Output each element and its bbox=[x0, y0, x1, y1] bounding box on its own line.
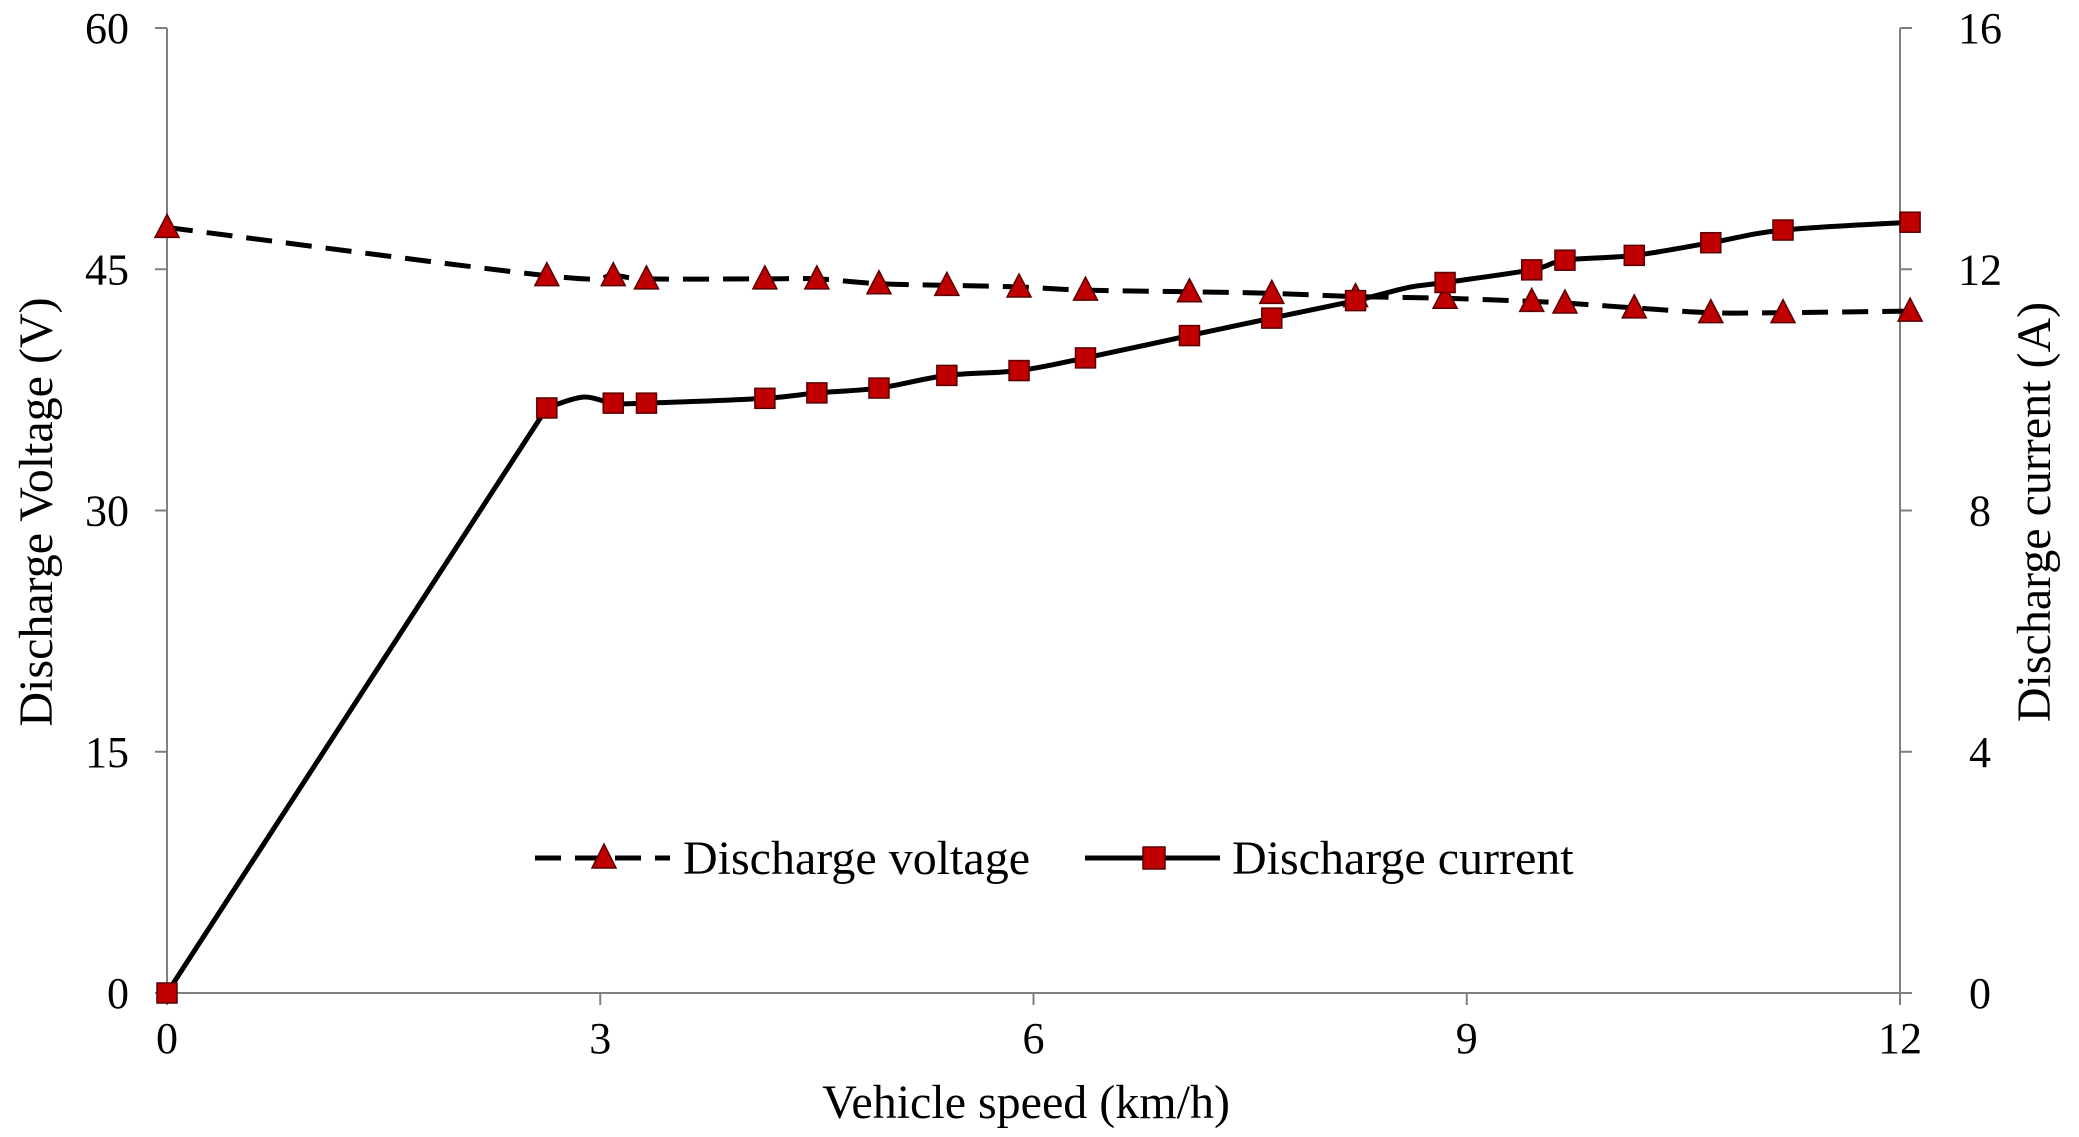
x-tick-label: 12 bbox=[1878, 1014, 1922, 1063]
y-tick-label-left: 45 bbox=[85, 245, 129, 294]
voltage-point bbox=[1621, 293, 1648, 319]
legend-square-marker bbox=[1142, 846, 1166, 870]
y-tick-label-right: 4 bbox=[1969, 728, 1991, 777]
voltage-point bbox=[1518, 286, 1545, 313]
axes-group bbox=[166, 28, 1901, 994]
y-tick-label-left: 60 bbox=[85, 4, 129, 53]
current-point bbox=[806, 382, 828, 404]
current-point bbox=[1554, 249, 1576, 271]
voltage-point bbox=[1176, 277, 1203, 303]
current-point bbox=[868, 377, 890, 399]
x-axis-label: Vehicle speed (km/h) bbox=[822, 1076, 1230, 1129]
voltage-point bbox=[933, 270, 961, 297]
current-point bbox=[754, 387, 776, 410]
voltage-point bbox=[1769, 298, 1797, 324]
voltage-point bbox=[1551, 288, 1579, 314]
series-discharge-current bbox=[156, 211, 1921, 1004]
current-point bbox=[156, 982, 178, 1004]
voltage-point bbox=[533, 261, 561, 287]
voltage-point bbox=[633, 264, 660, 290]
voltage-point bbox=[1072, 275, 1099, 301]
current-point bbox=[602, 392, 624, 414]
y-tick-label-left: 30 bbox=[85, 487, 129, 536]
voltage-point bbox=[1431, 283, 1459, 309]
current-point bbox=[1899, 211, 1921, 233]
current-point bbox=[1178, 324, 1201, 347]
voltage-point bbox=[153, 212, 181, 239]
current-point bbox=[1520, 259, 1543, 281]
x-tick-label: 9 bbox=[1456, 1014, 1478, 1063]
legend-label-current: Discharge current bbox=[1232, 832, 1574, 885]
legend-triangle-marker bbox=[590, 842, 618, 869]
ticks-group: 0 3 6 9 12 0 15 30 45 60 0 4 8 12 16 bbox=[85, 4, 2002, 1063]
y-tick-label-right: 12 bbox=[1958, 245, 2002, 294]
voltage-point bbox=[1697, 298, 1725, 324]
x-tick-label: 3 bbox=[589, 1014, 611, 1063]
y-tick-label-right: 16 bbox=[1958, 4, 2002, 53]
current-point bbox=[1344, 289, 1367, 312]
current-point bbox=[536, 397, 558, 419]
x-tick-label: 6 bbox=[1023, 1014, 1045, 1063]
voltage-point bbox=[865, 269, 893, 295]
current-point bbox=[936, 364, 958, 387]
legend: Discharge voltage Discharge current bbox=[535, 832, 1574, 885]
voltage-point bbox=[803, 264, 831, 290]
x-tick-label: 0 bbox=[156, 1014, 178, 1063]
legend-label-voltage: Discharge voltage bbox=[683, 832, 1030, 885]
series-discharge-voltage bbox=[153, 212, 1924, 324]
current-line bbox=[164, 219, 1911, 995]
voltage-line bbox=[166, 224, 1911, 316]
y-tick-label-left: 15 bbox=[85, 728, 129, 777]
voltage-point bbox=[1258, 278, 1286, 305]
current-point bbox=[1700, 231, 1722, 254]
y-tick-label-right: 0 bbox=[1969, 969, 1991, 1018]
y-tick-label-left: 0 bbox=[107, 969, 129, 1018]
current-point bbox=[1074, 347, 1097, 369]
current-point bbox=[1623, 244, 1646, 267]
y-axis-label-left: Discharge Voltage (V) bbox=[10, 297, 63, 726]
y-axis-label-right: Discharge current (A) bbox=[2008, 302, 2061, 722]
current-point bbox=[1261, 307, 1283, 329]
legend-item-discharge-current: Discharge current bbox=[1085, 832, 1574, 885]
legend-item-discharge-voltage: Discharge voltage bbox=[535, 832, 1030, 885]
current-point bbox=[1772, 219, 1794, 241]
current-point bbox=[635, 392, 658, 414]
voltage-point bbox=[600, 261, 627, 287]
y-tick-label-right: 8 bbox=[1969, 487, 1991, 536]
axis-labels-group: Vehicle speed (km/h) Discharge Voltage (… bbox=[10, 297, 2061, 1129]
voltage-point bbox=[1896, 296, 1924, 322]
voltage-point bbox=[751, 264, 779, 290]
current-point bbox=[1434, 271, 1456, 294]
current-point bbox=[1008, 359, 1030, 382]
voltage-point bbox=[1005, 272, 1033, 298]
